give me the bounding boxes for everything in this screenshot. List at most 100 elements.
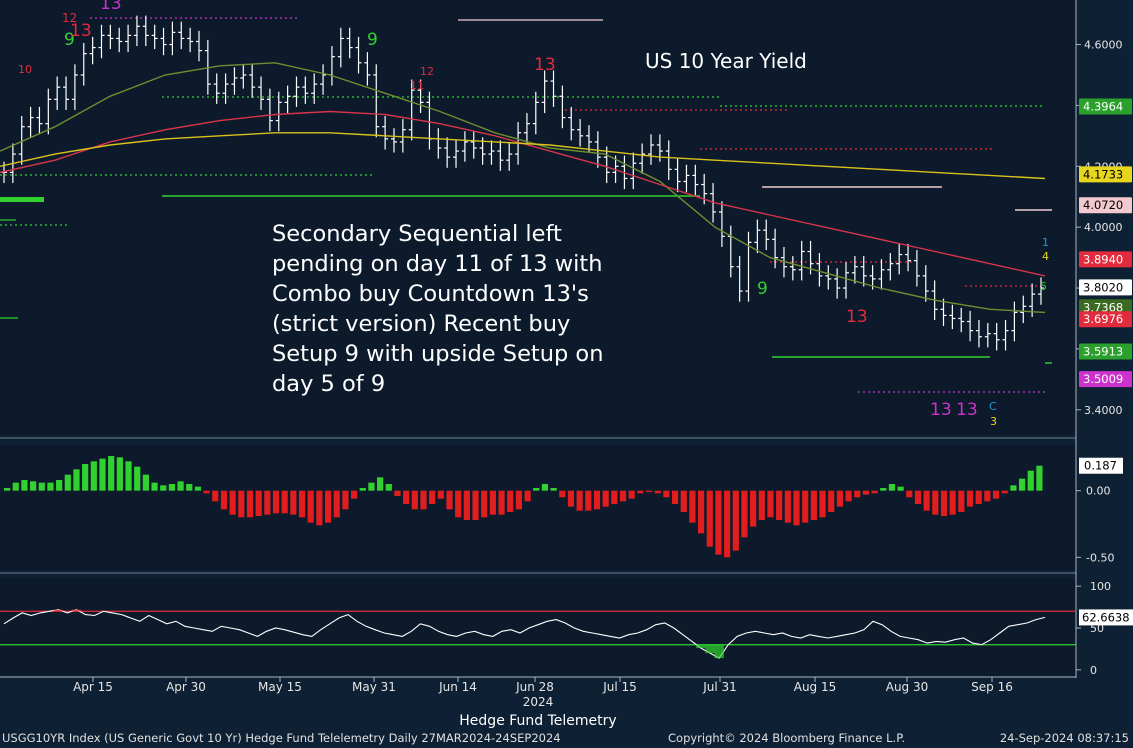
price-label-text: 3.6976	[1083, 312, 1123, 326]
histogram-bar	[750, 490, 757, 527]
histogram-bar	[663, 490, 670, 498]
histogram-bar	[324, 490, 332, 523]
histogram-bar	[567, 490, 575, 507]
histogram-bar	[906, 490, 913, 498]
histogram-bar	[1018, 478, 1026, 491]
histogram-bar	[437, 490, 444, 499]
td-label: 12	[420, 65, 434, 78]
histogram-bar	[958, 490, 965, 512]
histogram-bar	[862, 490, 869, 495]
histogram-bar	[142, 474, 149, 491]
td-label: 13	[100, 0, 122, 14]
price-label: 4.1733	[1079, 166, 1132, 183]
histogram-bar	[533, 488, 540, 491]
histogram-bar	[689, 490, 696, 523]
histogram-bar	[784, 490, 791, 523]
histogram-bar	[125, 461, 132, 491]
histogram-bar	[923, 490, 930, 511]
x-axis: Apr 15 Apr 30 May 15 May 31 Jun 14 Jun 28 Jul …	[73, 677, 1013, 729]
td-label: 13	[930, 400, 952, 420]
footer-copyright: Copyright© 2024 Bloomberg Finance L.P.	[668, 731, 905, 745]
histogram-bar	[64, 474, 71, 491]
histogram-bar	[619, 490, 627, 502]
histogram-bar	[645, 490, 653, 492]
price-label-text: 4.1733	[1083, 167, 1123, 181]
price-tick-label: 3.4000	[1084, 404, 1123, 417]
histogram-bar	[802, 490, 809, 523]
histogram-bar	[992, 490, 1000, 499]
histogram-bar	[854, 490, 861, 498]
histogram-bar	[489, 490, 496, 515]
td-label: 4	[1042, 250, 1049, 263]
histogram-bar	[12, 482, 19, 491]
histogram-bar	[984, 490, 991, 502]
histogram-bar	[724, 490, 731, 558]
td-label: 12	[62, 11, 77, 25]
annotation-line-3: Combo buy Countdown 13's	[272, 281, 589, 307]
histogram-bar	[880, 488, 887, 491]
histogram-last-value-box	[1079, 457, 1123, 474]
histogram-bar	[1027, 470, 1034, 491]
histogram-bar	[481, 490, 488, 518]
histogram-bars	[4, 456, 1043, 558]
td-label: 13	[534, 55, 556, 75]
histogram-bar	[220, 490, 228, 510]
td-label: 3	[990, 415, 997, 428]
histogram-bar	[429, 490, 436, 504]
oscillator-last-value: 62.6638	[1079, 609, 1133, 626]
histogram-bar	[446, 490, 453, 510]
price-reference-lines	[0, 17, 1052, 393]
price-label-text: 3.5913	[1083, 345, 1123, 359]
price-label: 3.8940	[1079, 251, 1132, 268]
td-label: 10	[18, 63, 32, 76]
x-tick-label: Aug 15	[794, 680, 837, 694]
histogram-bar	[255, 490, 262, 516]
histogram-bar	[966, 490, 974, 507]
histogram-bar	[298, 490, 306, 518]
x-tick-label: May 15	[258, 680, 302, 694]
td-label: C	[989, 400, 997, 413]
price-label-text: 4.0720	[1083, 198, 1123, 212]
td-label: 13	[70, 21, 92, 41]
histogram-bar	[177, 481, 184, 491]
histogram-bar	[108, 456, 115, 491]
price-label-box	[1079, 98, 1132, 115]
histogram-tick-label: -0.50	[1086, 551, 1114, 564]
histogram-bar	[732, 490, 739, 551]
histogram-bar	[593, 490, 601, 510]
histogram-bar	[342, 490, 349, 510]
histogram-bar	[1036, 465, 1043, 491]
histogram-bar	[56, 480, 63, 491]
histogram-bar	[194, 486, 202, 491]
td-label: 9	[64, 30, 75, 50]
histogram-bar	[776, 490, 783, 520]
histogram-bar	[47, 482, 54, 491]
histogram-bar	[611, 490, 618, 504]
oscillator-line	[3, 608, 1046, 659]
histogram-bar	[212, 490, 219, 502]
x-tick-label: Jul 15	[602, 680, 637, 694]
footer-timestamp: 24-Sep-2024 08:37:15	[999, 731, 1129, 745]
x-tick-label: May 31	[352, 680, 396, 694]
histogram-bar	[845, 490, 852, 502]
histogram-bar	[82, 464, 89, 491]
histogram-panel	[0, 445, 1076, 570]
price-tick-label: 4.0000	[1084, 221, 1123, 234]
histogram-bar	[550, 488, 557, 491]
histogram-bar	[602, 490, 609, 507]
moving-average-lines	[0, 62, 1046, 314]
histogram-bar	[368, 482, 375, 491]
annotation-line-1: Secondary Sequential left	[272, 221, 562, 247]
histogram-bar	[385, 484, 392, 491]
histogram-bar	[4, 488, 11, 491]
price-label-text: 3.8940	[1083, 252, 1123, 266]
td-label: 11	[410, 79, 424, 92]
histogram-bar	[160, 485, 167, 491]
histogram-bar	[576, 490, 583, 511]
price-label-box	[1079, 197, 1132, 214]
annotation-line-4: (strict version) Recent buy	[272, 311, 570, 337]
oscillator-tick-label: 100	[1090, 580, 1111, 593]
oscillator-last-value-box	[1079, 609, 1133, 626]
